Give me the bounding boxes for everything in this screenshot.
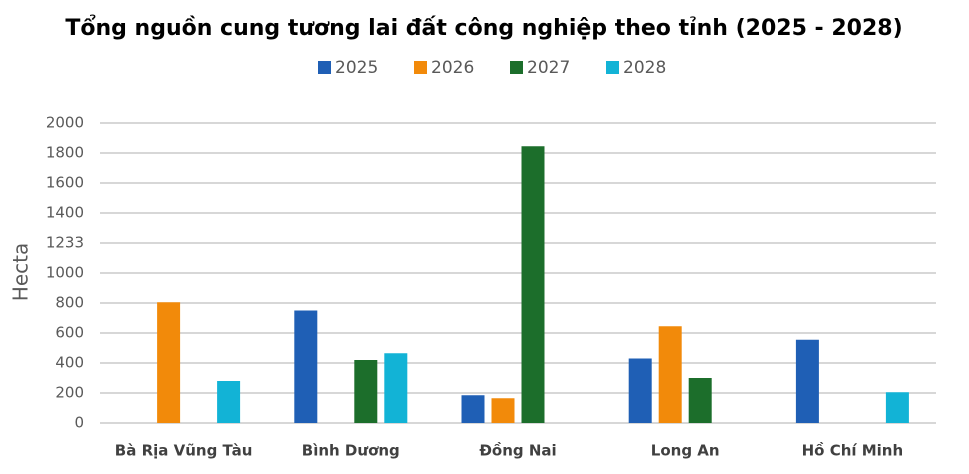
y-tick-label: 1800 (46, 144, 84, 162)
bar (491, 398, 515, 423)
bar (217, 381, 241, 423)
y-tick-label: 800 (55, 294, 84, 312)
bar (461, 395, 485, 423)
legend-swatch (606, 61, 619, 74)
legend-swatch (414, 61, 427, 74)
bar (157, 302, 181, 423)
y-tick-label: 400 (55, 354, 84, 372)
bar (688, 378, 712, 423)
y-tick-label: 2000 (46, 114, 84, 132)
x-tick-label: Bình Dương (302, 442, 400, 460)
y-axis-label: Hecta (9, 243, 33, 301)
x-tick-label: Hồ Chí Minh (802, 441, 904, 460)
legend-swatch (318, 61, 331, 74)
y-tick-label: 200 (55, 384, 84, 402)
y-tick-label: 1400 (46, 204, 84, 222)
bar (384, 353, 408, 423)
bar (354, 360, 378, 423)
legend-label: 2026 (431, 58, 474, 78)
x-tick-label: Bà Rịa Vũng Tàu (115, 442, 253, 460)
y-tick-label: 1233 (46, 234, 84, 252)
y-tick-label: 0 (74, 414, 84, 432)
legend-label: 2025 (335, 58, 378, 78)
bar (795, 339, 819, 423)
y-tick-label: 1600 (46, 174, 84, 192)
chart-title: Tổng nguồn cung tương lai đất công nghiệ… (65, 15, 902, 41)
bar (521, 146, 545, 423)
legend-swatch (510, 61, 523, 74)
x-tick-label: Đồng Nai (479, 441, 556, 460)
bar (294, 310, 318, 423)
legend-label: 2028 (623, 58, 666, 78)
x-tick-label: Long An (651, 442, 720, 460)
y-tick-label: 1000 (46, 264, 84, 282)
legend-label: 2027 (527, 58, 570, 78)
bar (885, 392, 909, 423)
bar (628, 358, 652, 423)
bar (658, 326, 682, 423)
y-tick-label: 600 (55, 324, 84, 342)
